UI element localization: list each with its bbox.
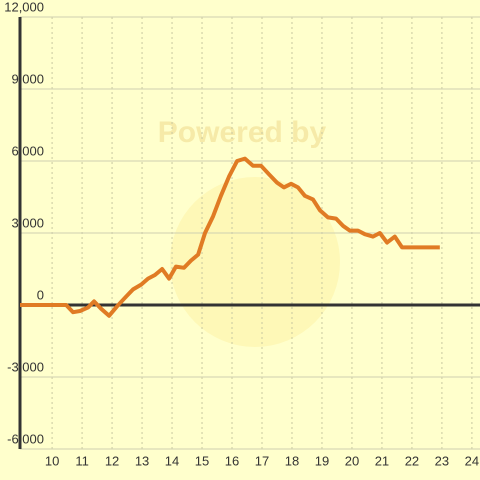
- line: [20, 156, 440, 318]
- x-tick-label: 19: [315, 453, 329, 468]
- y-tick-label: 12,000: [4, 0, 44, 14]
- x-tick-label: 17: [255, 453, 269, 468]
- x-tick-label: 15: [195, 453, 209, 468]
- x-tick-label: 23: [435, 453, 449, 468]
- x-tick-label: 21: [375, 453, 389, 468]
- y-tick-label: 9,000: [11, 71, 44, 86]
- x-tick-label: 13: [135, 453, 149, 468]
- x-tick-label: 14: [165, 453, 179, 468]
- y-tick-label: 6,000: [11, 143, 44, 158]
- x-tick-label: 24: [465, 453, 479, 468]
- y-tick-label: 3,000: [11, 215, 44, 230]
- x-tick-label: 20: [345, 453, 359, 468]
- x-tick-label: 12: [105, 453, 119, 468]
- x-tick-label: 10: [45, 453, 59, 468]
- x-tick-label: 18: [285, 453, 299, 468]
- watermark: Powered by: [158, 116, 327, 149]
- y-tick-label: -6,000: [7, 431, 44, 446]
- x-tick-label: 16: [225, 453, 239, 468]
- x-tick-label: 11: [75, 453, 89, 468]
- y-tick-label: -3,000: [7, 359, 44, 374]
- x-tick-label: 22: [405, 453, 419, 468]
- y-tick-label: 0: [37, 287, 44, 302]
